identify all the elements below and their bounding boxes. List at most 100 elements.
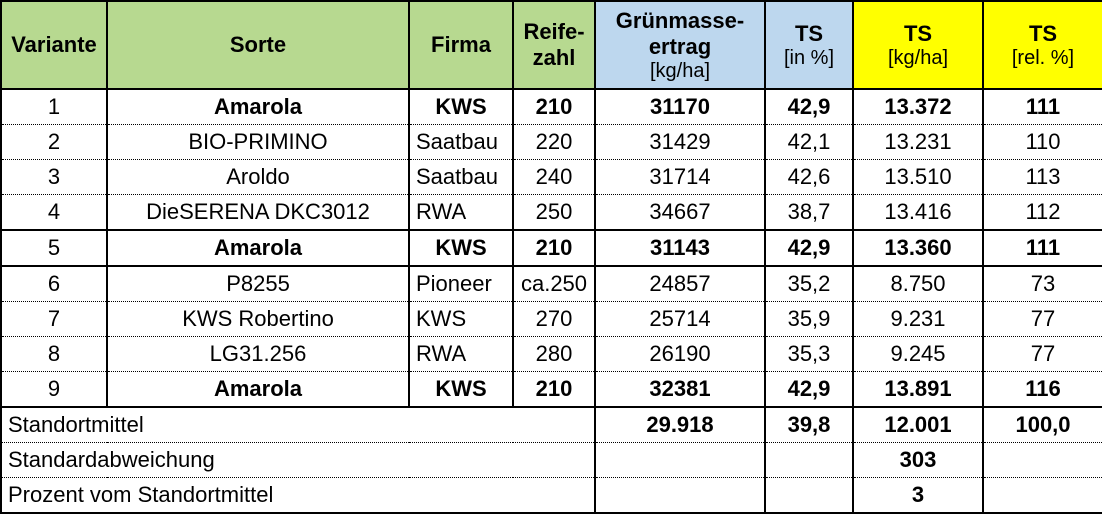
cell-ts-kgha: 13.510 — [853, 160, 983, 195]
cell-ts-rel: 111 — [983, 230, 1102, 266]
cell-sorte: Amarola — [107, 230, 409, 266]
cell-firma: RWA — [409, 195, 513, 231]
summary-gruen — [595, 443, 765, 478]
table-row: 8LG31.256RWA2802619035,39.24577 — [1, 337, 1102, 372]
summary-row: Standortmittel29.91839,812.001100,0 — [1, 407, 1102, 443]
cell-sorte: KWS Robertino — [107, 302, 409, 337]
cell-ts-pct: 42,6 — [765, 160, 853, 195]
table-body: 1AmarolaKWS2103117042,913.3721112BIO-PRI… — [1, 89, 1102, 513]
cell-ts-rel: 113 — [983, 160, 1102, 195]
table-row: 4DieSERENA DKC3012RWA2503466738,713.4161… — [1, 195, 1102, 231]
cell-ts-kgha: 13.360 — [853, 230, 983, 266]
cell-variante: 4 — [1, 195, 107, 231]
summary-ts-kgha: 3 — [853, 478, 983, 514]
cell-reifezahl: 220 — [513, 125, 595, 160]
cell-firma: Saatbau — [409, 125, 513, 160]
table-row: 5AmarolaKWS2103114342,913.360111 — [1, 230, 1102, 266]
summary-row: Prozent vom Standortmittel 3 — [1, 478, 1102, 514]
cell-sorte: BIO-PRIMINO — [107, 125, 409, 160]
summary-label: Prozent vom Standortmittel — [1, 478, 595, 514]
cell-reifezahl: 210 — [513, 230, 595, 266]
cell-reifezahl: 280 — [513, 337, 595, 372]
cell-firma: Pioneer — [409, 266, 513, 302]
cell-firma: KWS — [409, 302, 513, 337]
col-sorte: Sorte — [107, 1, 409, 89]
cell-gruenmasse: 31170 — [595, 89, 765, 125]
cell-sorte: LG31.256 — [107, 337, 409, 372]
summary-ts-rel — [983, 443, 1102, 478]
cell-ts-pct: 42,9 — [765, 230, 853, 266]
cell-reifezahl: 210 — [513, 89, 595, 125]
cell-gruenmasse: 31429 — [595, 125, 765, 160]
cell-ts-kgha: 9.231 — [853, 302, 983, 337]
cell-ts-pct: 35,3 — [765, 337, 853, 372]
summary-ts-rel: 100,0 — [983, 407, 1102, 443]
cell-ts-pct: 38,7 — [765, 195, 853, 231]
summary-ts-kgha: 303 — [853, 443, 983, 478]
col-reifezahl: Reife- zahl — [513, 1, 595, 89]
cell-gruenmasse: 34667 — [595, 195, 765, 231]
cell-ts-kgha: 8.750 — [853, 266, 983, 302]
cell-reifezahl: ca.250 — [513, 266, 595, 302]
cell-ts-pct: 35,2 — [765, 266, 853, 302]
cell-variante: 3 — [1, 160, 107, 195]
cell-ts-rel: 77 — [983, 337, 1102, 372]
table-row: 2BIO-PRIMINOSaatbau2203142942,113.231110 — [1, 125, 1102, 160]
cell-sorte: Amarola — [107, 372, 409, 408]
summary-ts-kgha: 12.001 — [853, 407, 983, 443]
summary-ts-rel — [983, 478, 1102, 514]
cell-variante: 9 — [1, 372, 107, 408]
summary-ts-pct — [765, 478, 853, 514]
col-variante: Variante — [1, 1, 107, 89]
cell-gruenmasse: 31143 — [595, 230, 765, 266]
col-gruenmasse: Grünmasse- ertrag [kg/ha] — [595, 1, 765, 89]
cell-gruenmasse: 32381 — [595, 372, 765, 408]
cell-sorte: Amarola — [107, 89, 409, 125]
cell-sorte: Aroldo — [107, 160, 409, 195]
cell-ts-rel: 112 — [983, 195, 1102, 231]
cell-variante: 8 — [1, 337, 107, 372]
cell-ts-kgha: 13.416 — [853, 195, 983, 231]
cell-ts-pct: 42,9 — [765, 89, 853, 125]
col-ts-kgha: TS [kg/ha] — [853, 1, 983, 89]
cell-firma: RWA — [409, 337, 513, 372]
cell-ts-rel: 116 — [983, 372, 1102, 408]
cell-reifezahl: 270 — [513, 302, 595, 337]
summary-gruen: 29.918 — [595, 407, 765, 443]
cell-sorte: DieSERENA DKC3012 — [107, 195, 409, 231]
summary-label: Standortmittel — [1, 407, 595, 443]
table-row: 6P8255Pioneerca.2502485735,28.75073 — [1, 266, 1102, 302]
cell-ts-kgha: 9.245 — [853, 337, 983, 372]
cell-firma: KWS — [409, 372, 513, 408]
cell-ts-rel: 110 — [983, 125, 1102, 160]
cell-ts-kgha: 13.231 — [853, 125, 983, 160]
table-row: 7KWS RobertinoKWS2702571435,99.23177 — [1, 302, 1102, 337]
summary-ts-pct — [765, 443, 853, 478]
cell-variante: 7 — [1, 302, 107, 337]
col-ts-pct: TS [in %] — [765, 1, 853, 89]
summary-gruen — [595, 478, 765, 514]
results-table: Variante Sorte Firma Reife- zahl Grünmas… — [0, 0, 1102, 514]
cell-firma: KWS — [409, 89, 513, 125]
table-row: 1AmarolaKWS2103117042,913.372111 — [1, 89, 1102, 125]
cell-gruenmasse: 26190 — [595, 337, 765, 372]
col-ts-rel: TS [rel. %] — [983, 1, 1102, 89]
summary-ts-pct: 39,8 — [765, 407, 853, 443]
cell-ts-rel: 73 — [983, 266, 1102, 302]
cell-sorte: P8255 — [107, 266, 409, 302]
cell-ts-pct: 42,9 — [765, 372, 853, 408]
header-row: Variante Sorte Firma Reife- zahl Grünmas… — [1, 1, 1102, 89]
cell-variante: 1 — [1, 89, 107, 125]
cell-ts-rel: 111 — [983, 89, 1102, 125]
summary-label: Standardabweichung — [1, 443, 595, 478]
cell-ts-rel: 77 — [983, 302, 1102, 337]
cell-reifezahl: 210 — [513, 372, 595, 408]
cell-gruenmasse: 31714 — [595, 160, 765, 195]
cell-firma: KWS — [409, 230, 513, 266]
cell-gruenmasse: 25714 — [595, 302, 765, 337]
cell-ts-kgha: 13.372 — [853, 89, 983, 125]
cell-gruenmasse: 24857 — [595, 266, 765, 302]
cell-ts-pct: 42,1 — [765, 125, 853, 160]
cell-ts-pct: 35,9 — [765, 302, 853, 337]
table-row: 9AmarolaKWS2103238142,913.891116 — [1, 372, 1102, 408]
